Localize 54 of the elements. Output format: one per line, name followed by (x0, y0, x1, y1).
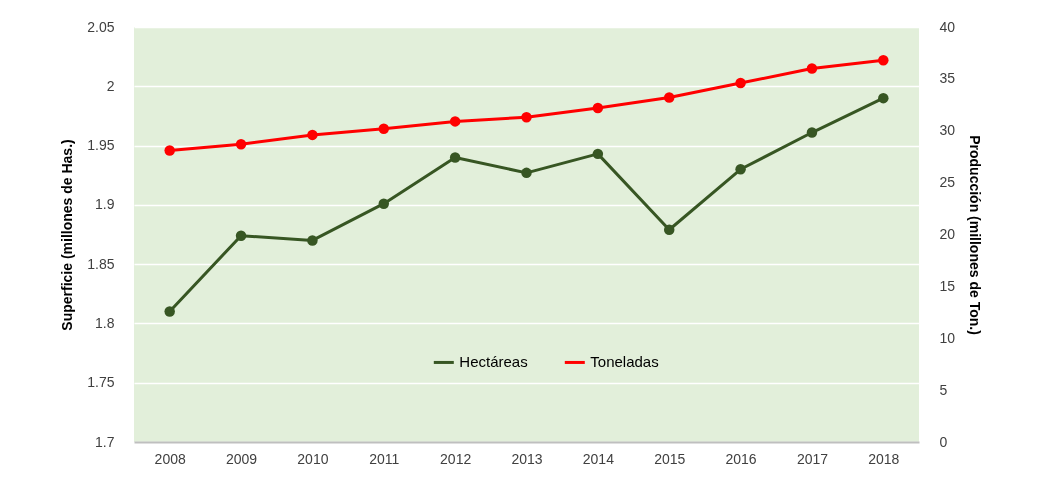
y-tick-label: 2.05 (87, 18, 115, 35)
y2-tick-label: 10 (939, 329, 956, 346)
point (235, 139, 247, 150)
y-axis-title: Superficie (millones de Has.) (59, 139, 76, 331)
y2-tick-label: 5 (939, 381, 948, 398)
y2-tick-label: 40 (939, 18, 956, 35)
x-tick-label: 2018 (868, 450, 900, 467)
point (378, 123, 390, 134)
point (378, 198, 390, 209)
point (307, 235, 318, 246)
point (735, 77, 746, 89)
point (164, 145, 175, 156)
y2-tick-label: 25 (939, 174, 956, 191)
legend-label: Toneladas (590, 353, 659, 371)
x-tick-label: 2017 (796, 450, 829, 467)
y-tick-label: 1.85 (87, 255, 115, 272)
x-tick-label: 2014 (582, 450, 615, 467)
x-tick-label: 2012 (440, 450, 472, 467)
point (663, 224, 675, 235)
y-tick-label: 1.95 (87, 137, 115, 154)
legend-label: Hectáreas (459, 353, 528, 371)
point (449, 152, 461, 163)
y2-tick-label: 35 (939, 70, 956, 87)
y-tick-label: 1.75 (87, 374, 115, 391)
point (592, 148, 604, 160)
x-tick-label: 2016 (725, 450, 757, 467)
point (878, 92, 889, 104)
y2-axis-title: Producción (millones de Ton.) (967, 135, 984, 335)
x-tick-label: 2008 (154, 450, 186, 467)
point (307, 129, 318, 141)
y2-tick-label: 30 (939, 122, 956, 139)
point (806, 127, 818, 138)
y2-tick-label: 15 (939, 277, 956, 294)
x-tick-label: 2009 (225, 450, 258, 467)
y2-tick-label: 20 (939, 226, 956, 242)
point (878, 54, 889, 66)
point (235, 230, 247, 241)
x-tick-label: 2015 (654, 450, 686, 467)
y-tick-label: 1.8 (95, 314, 115, 331)
point (521, 112, 532, 123)
x-tick-label: 2011 (369, 450, 400, 467)
point (735, 164, 746, 175)
y2-tick-label: 0 (939, 433, 948, 450)
point (521, 167, 532, 179)
point (449, 116, 461, 127)
y-tick-label: 1.7 (95, 433, 115, 450)
point (806, 63, 818, 74)
x-tick-label: 2010 (297, 450, 329, 467)
point (164, 306, 175, 317)
point (663, 92, 675, 103)
y-tick-label: 2 (106, 77, 115, 94)
x-tick-label: 2013 (511, 450, 543, 467)
point (592, 102, 604, 114)
y-tick-label: 1.9 (95, 196, 115, 213)
